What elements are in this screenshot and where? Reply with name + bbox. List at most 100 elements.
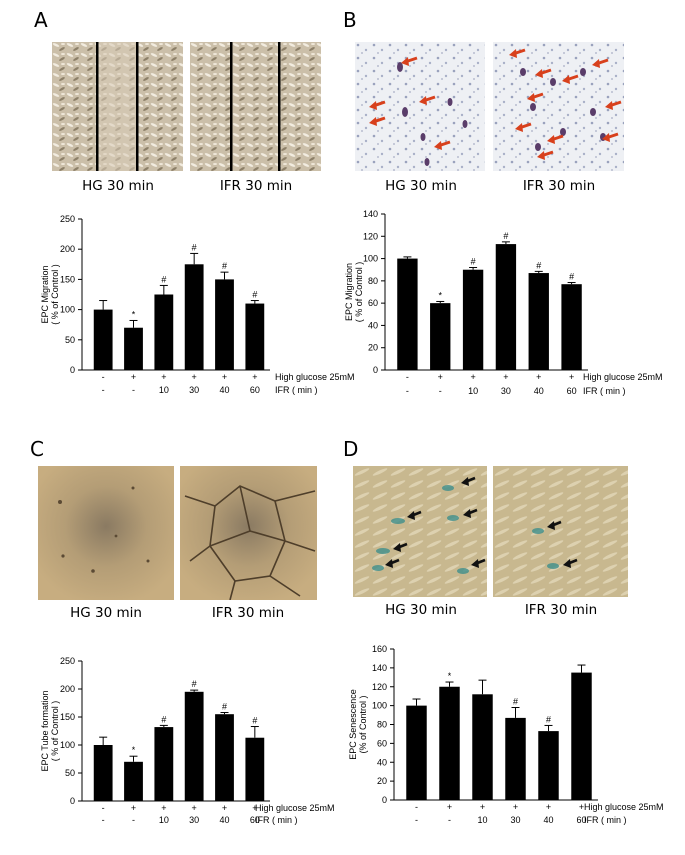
y-tick-label-d: 140 bbox=[372, 663, 387, 673]
significance-mark-a: # bbox=[252, 290, 257, 300]
bar-c bbox=[154, 727, 174, 801]
bar-b bbox=[495, 244, 517, 370]
row1-label-c: + bbox=[192, 803, 197, 813]
row2-label-d: - bbox=[415, 815, 418, 825]
y-tick-label-a: 100 bbox=[60, 305, 75, 315]
y-axis-label-d: EPC Senescence bbox=[348, 689, 358, 760]
row2-title-d: IFR ( min ) bbox=[584, 815, 627, 825]
bar-c bbox=[93, 745, 113, 801]
bar-d bbox=[439, 686, 460, 800]
row2-title-c: IFR ( min ) bbox=[255, 815, 298, 825]
y-tick-label-b: 40 bbox=[368, 320, 378, 330]
row1-label-a: + bbox=[131, 372, 136, 382]
row2-label-c: 40 bbox=[219, 815, 229, 825]
bar-d bbox=[472, 694, 493, 800]
bar-c bbox=[124, 761, 143, 801]
significance-mark-d: # bbox=[546, 714, 551, 724]
row2-label-a: 10 bbox=[159, 385, 169, 395]
row1-label-b: + bbox=[536, 372, 541, 382]
significance-mark-d: * bbox=[448, 671, 452, 681]
row2-title-a: IFR ( min ) bbox=[275, 385, 318, 395]
row2-label-a: 40 bbox=[219, 385, 229, 395]
significance-mark-c: # bbox=[222, 702, 227, 712]
bar-d bbox=[571, 672, 592, 800]
y-tick-label-a: 150 bbox=[60, 274, 75, 284]
row1-label-c: + bbox=[131, 803, 136, 813]
y-tick-label-b: 100 bbox=[363, 254, 378, 264]
y-axis-label-a: EPC Migration bbox=[40, 265, 50, 323]
y-tick-label-d: 100 bbox=[372, 701, 387, 711]
y-tick-label-c: 250 bbox=[60, 656, 75, 666]
row1-label-c: + bbox=[252, 803, 257, 813]
y-tick-label-a: 50 bbox=[65, 335, 75, 345]
row2-label-d: 60 bbox=[576, 815, 586, 825]
significance-mark-a: * bbox=[132, 309, 136, 319]
row2-label-b: - bbox=[439, 386, 442, 396]
y-axis-label-unit-a: ( % of Control ) bbox=[50, 264, 60, 325]
panel-letter-c: C bbox=[30, 437, 44, 461]
caption-d-ifr: IFR 30 min bbox=[524, 602, 598, 618]
bar-b bbox=[397, 258, 418, 370]
significance-mark-b: # bbox=[471, 256, 476, 266]
y-tick-label-d: 160 bbox=[372, 644, 387, 654]
y-tick-label-c: 0 bbox=[70, 796, 75, 806]
y-tick-label-d: 80 bbox=[377, 720, 387, 730]
significance-mark-a: # bbox=[192, 242, 197, 252]
row2-title-b: IFR ( min ) bbox=[583, 386, 626, 396]
y-tick-label-c: 50 bbox=[65, 768, 75, 778]
bar-a bbox=[215, 279, 234, 370]
micrograph-a-hg bbox=[52, 42, 183, 171]
row1-label-b: + bbox=[438, 372, 443, 382]
y-tick-label-a: 0 bbox=[70, 365, 75, 375]
significance-mark-b: # bbox=[503, 231, 508, 241]
y-axis-label-b: EPC Migration bbox=[344, 263, 354, 321]
row2-label-b: 30 bbox=[501, 386, 511, 396]
row2-label-d: 40 bbox=[543, 815, 553, 825]
row2-label-b: 60 bbox=[567, 386, 577, 396]
bar-b bbox=[462, 269, 484, 370]
micrograph-c-ifr bbox=[180, 466, 317, 600]
row1-title-c: High glucose 25mM bbox=[255, 803, 335, 813]
row1-title-b: High glucose 25mM bbox=[583, 372, 663, 382]
row1-label-d: + bbox=[447, 802, 452, 812]
y-tick-label-a: 200 bbox=[60, 244, 75, 254]
bar-b bbox=[528, 273, 549, 370]
row1-label-d: + bbox=[480, 802, 485, 812]
row2-label-c: 60 bbox=[250, 815, 260, 825]
row1-label-a: + bbox=[222, 372, 227, 382]
caption-a-hg: HG 30 min bbox=[82, 178, 154, 194]
bar-a bbox=[124, 327, 143, 370]
row1-label-a: + bbox=[192, 372, 197, 382]
caption-d-hg: HG 30 min bbox=[385, 602, 457, 618]
row2-label-c: 10 bbox=[159, 815, 169, 825]
caption-c-hg: HG 30 min bbox=[70, 605, 142, 621]
row1-label-d: + bbox=[579, 802, 584, 812]
row1-label-b: - bbox=[406, 372, 409, 382]
row2-label-c: 30 bbox=[189, 815, 199, 825]
bar-b bbox=[561, 284, 582, 370]
y-tick-label-d: 120 bbox=[372, 682, 387, 692]
y-tick-label-b: 80 bbox=[368, 276, 378, 286]
row1-label-b: + bbox=[470, 372, 475, 382]
bar-a bbox=[154, 294, 174, 370]
row2-label-c: - bbox=[102, 815, 105, 825]
significance-mark-a: # bbox=[222, 261, 227, 271]
y-axis-label-unit-d: (% of Control ) bbox=[358, 695, 368, 753]
micrograph-d-ifr bbox=[493, 466, 628, 597]
y-tick-label-c: 200 bbox=[60, 684, 75, 694]
y-axis-label-unit-c: ( % of Control ) bbox=[50, 701, 60, 762]
y-tick-label-b: 0 bbox=[373, 365, 378, 375]
significance-mark-d: # bbox=[513, 697, 518, 707]
bar-c bbox=[245, 737, 265, 801]
bar-a bbox=[184, 264, 204, 370]
y-tick-label-d: 60 bbox=[377, 738, 387, 748]
row2-label-b: 40 bbox=[534, 386, 544, 396]
bar-a bbox=[245, 303, 265, 370]
row2-label-a: - bbox=[102, 385, 105, 395]
panel-letter-b: B bbox=[343, 8, 357, 32]
y-tick-label-b: 60 bbox=[368, 298, 378, 308]
row1-label-c: + bbox=[222, 803, 227, 813]
bar-d bbox=[505, 717, 526, 800]
row2-label-d: 10 bbox=[477, 815, 487, 825]
